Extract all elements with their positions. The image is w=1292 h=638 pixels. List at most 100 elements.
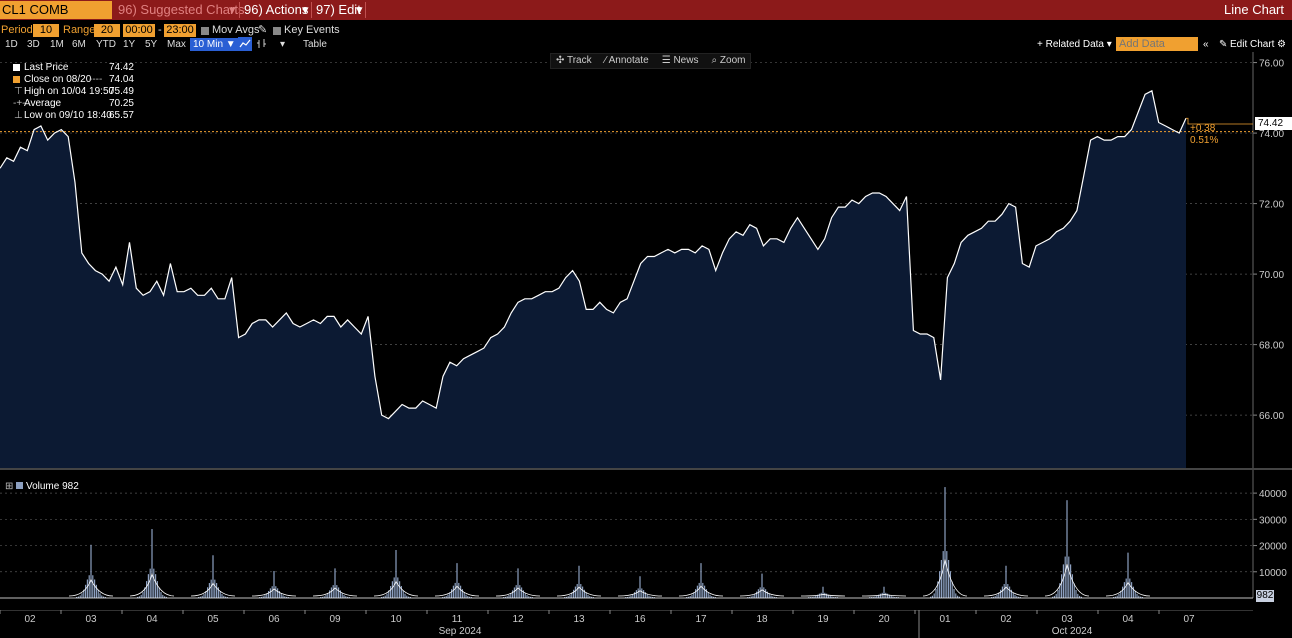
- actions-button[interactable]: 96) Actions: [244, 2, 309, 17]
- volume-average-line: [678, 585, 724, 597]
- pencil-icon[interactable]: ✎: [258, 24, 268, 36]
- edit-chart-pencil-icon[interactable]: ✎: [1219, 39, 1228, 50]
- add-data-input[interactable]: [1116, 37, 1198, 51]
- x-axis: 02 03 04 05 06 09 10 11 12 13 16 17 18 19 20 01 02 03 04 07…: [0, 610, 1253, 638]
- price-chart[interactable]: 76.00 74.00 72.00 70.00 68.00 66.00: [0, 52, 1292, 470]
- volume-average-line: [800, 593, 846, 597]
- average-label: Average: [24, 98, 62, 109]
- month-label: Sep 2024: [439, 626, 482, 637]
- range-label: Range: [63, 24, 96, 36]
- last-price-connector: [1186, 117, 1253, 125]
- key-events-checkbox[interactable]: [273, 27, 281, 35]
- x-tick-label: 04: [1122, 614, 1134, 625]
- track-icon: ✣: [556, 55, 567, 66]
- table-button[interactable]: Table: [303, 39, 327, 50]
- suggested-dropdown-icon[interactable]: ▾: [229, 2, 236, 17]
- volume-tick-label: 40000: [1259, 489, 1287, 500]
- edit-button[interactable]: 97) Edit: [316, 2, 361, 17]
- annotate-icon: ⁄: [604, 55, 609, 66]
- toolbar-divider: [365, 2, 366, 18]
- volume-tag: 982: [1256, 590, 1274, 602]
- volume-tick-label: 20000: [1259, 542, 1287, 553]
- x-tick-label: 05: [207, 614, 219, 625]
- price-tick-label: 72.00: [1259, 200, 1284, 211]
- time-start-input[interactable]: 00:00: [123, 24, 155, 37]
- actions-dropdown-icon[interactable]: ▾: [302, 2, 309, 17]
- period-6m[interactable]: 6M: [72, 39, 86, 50]
- volume-chart[interactable]: 40000 30000 20000 10000: [0, 470, 1292, 610]
- period-3d[interactable]: 3D: [27, 39, 40, 50]
- related-data-button[interactable]: + Related Data ▾: [1037, 39, 1112, 50]
- time-end-input[interactable]: 23:00: [164, 24, 196, 37]
- x-tick-label: 18: [756, 614, 768, 625]
- x-tick-label: 10: [390, 614, 402, 625]
- x-tick-label: 03: [85, 614, 97, 625]
- period-label: Period: [1, 24, 33, 36]
- period-1y[interactable]: 1Y: [123, 39, 136, 50]
- bar-chart-icon-svg: [257, 39, 266, 48]
- period-input[interactable]: 10: [33, 24, 59, 37]
- volume-average-line: [373, 580, 419, 597]
- last-price-value: 74.42: [108, 62, 134, 73]
- period-5y[interactable]: 5Y: [145, 39, 158, 50]
- change-abs: +0.38: [1190, 123, 1216, 134]
- last-price-label: Last Price: [24, 62, 69, 73]
- interval-dropdown[interactable]: 10 Min ▼: [190, 38, 239, 51]
- volume-average-line: [312, 587, 358, 597]
- high-value: 75.49: [108, 86, 134, 97]
- volume-average-line: [861, 593, 907, 597]
- last-price-swatch: [13, 64, 20, 71]
- close-label: Close on 08/20: [24, 74, 92, 85]
- top-toolbar: [0, 0, 1292, 20]
- volume-tick-label: 30000: [1259, 515, 1287, 526]
- x-tick-label: 07: [1183, 614, 1195, 625]
- edit-dropdown-icon[interactable]: ▾: [356, 2, 363, 17]
- legend: Last Price 74.42 Close on 08/20 ---- 74.…: [5, 62, 135, 122]
- price-tick-label: 70.00: [1259, 270, 1284, 281]
- annotate-tool[interactable]: ⁄ Annotate: [600, 54, 654, 68]
- month-label: Oct 2024: [1052, 626, 1093, 637]
- collapse-icon[interactable]: «: [1203, 39, 1209, 50]
- volume-expand-icon[interactable]: ⊞: [5, 481, 17, 492]
- zoom-tool[interactable]: ⌕ Zoom: [707, 54, 751, 68]
- x-tick-label: 03: [1061, 614, 1073, 625]
- volume-average-line: [1105, 581, 1151, 597]
- x-tick-label: 16: [634, 614, 646, 625]
- period-max[interactable]: Max: [167, 39, 186, 50]
- key-events-label[interactable]: Key Events: [284, 24, 340, 36]
- volume-tick-label: 10000: [1259, 568, 1287, 579]
- mov-avgs-checkbox[interactable]: [201, 27, 209, 35]
- x-tick-label: 19: [817, 614, 829, 625]
- close-dash-icon: ----: [89, 74, 103, 85]
- average-marker-icon: -+-: [13, 98, 26, 109]
- chart-type-dropdown-icon[interactable]: ▾: [280, 39, 286, 50]
- bar-chart-icon[interactable]: [256, 37, 268, 51]
- range-input[interactable]: 20: [94, 24, 120, 37]
- period-1d[interactable]: 1D: [5, 39, 18, 50]
- edit-chart-button[interactable]: Edit Chart: [1230, 39, 1275, 50]
- x-tick-label: 13: [573, 614, 585, 625]
- suggested-charts-button[interactable]: 96) Suggested Charts: [118, 2, 245, 17]
- low-label: Low on 09/10 18:40: [24, 110, 112, 121]
- volume-average-line: [617, 590, 663, 597]
- x-tick-label: 02: [1000, 614, 1012, 625]
- volume-legend: ⊞ Volume 982: [5, 481, 79, 493]
- period-ytd[interactable]: YTD: [96, 39, 116, 50]
- close-value: 74.04: [108, 74, 134, 85]
- line-chart-icon[interactable]: [238, 37, 252, 51]
- x-tick-label: 17: [695, 614, 707, 625]
- volume-average-line: [983, 586, 1029, 597]
- high-label: High on 10/04 19:50: [24, 86, 115, 97]
- mov-avgs-label[interactable]: Mov Avgs: [212, 24, 260, 36]
- ticker-field[interactable]: CL1 COMB Comdty: [0, 1, 112, 35]
- period-1m[interactable]: 1M: [50, 39, 64, 50]
- news-tool[interactable]: ☰ News: [657, 54, 704, 68]
- chart-type-label: Line Chart: [1224, 2, 1284, 17]
- price-tick-label: 66.00: [1259, 411, 1284, 422]
- x-tick-label: 06: [268, 614, 280, 625]
- settings-gear-icon[interactable]: ⚙: [1277, 39, 1286, 50]
- track-label: Track: [566, 55, 592, 66]
- volume-average-line: [495, 587, 541, 597]
- last-price-tag: 74.42: [1255, 117, 1292, 130]
- track-tool[interactable]: ✣ Track: [551, 54, 597, 68]
